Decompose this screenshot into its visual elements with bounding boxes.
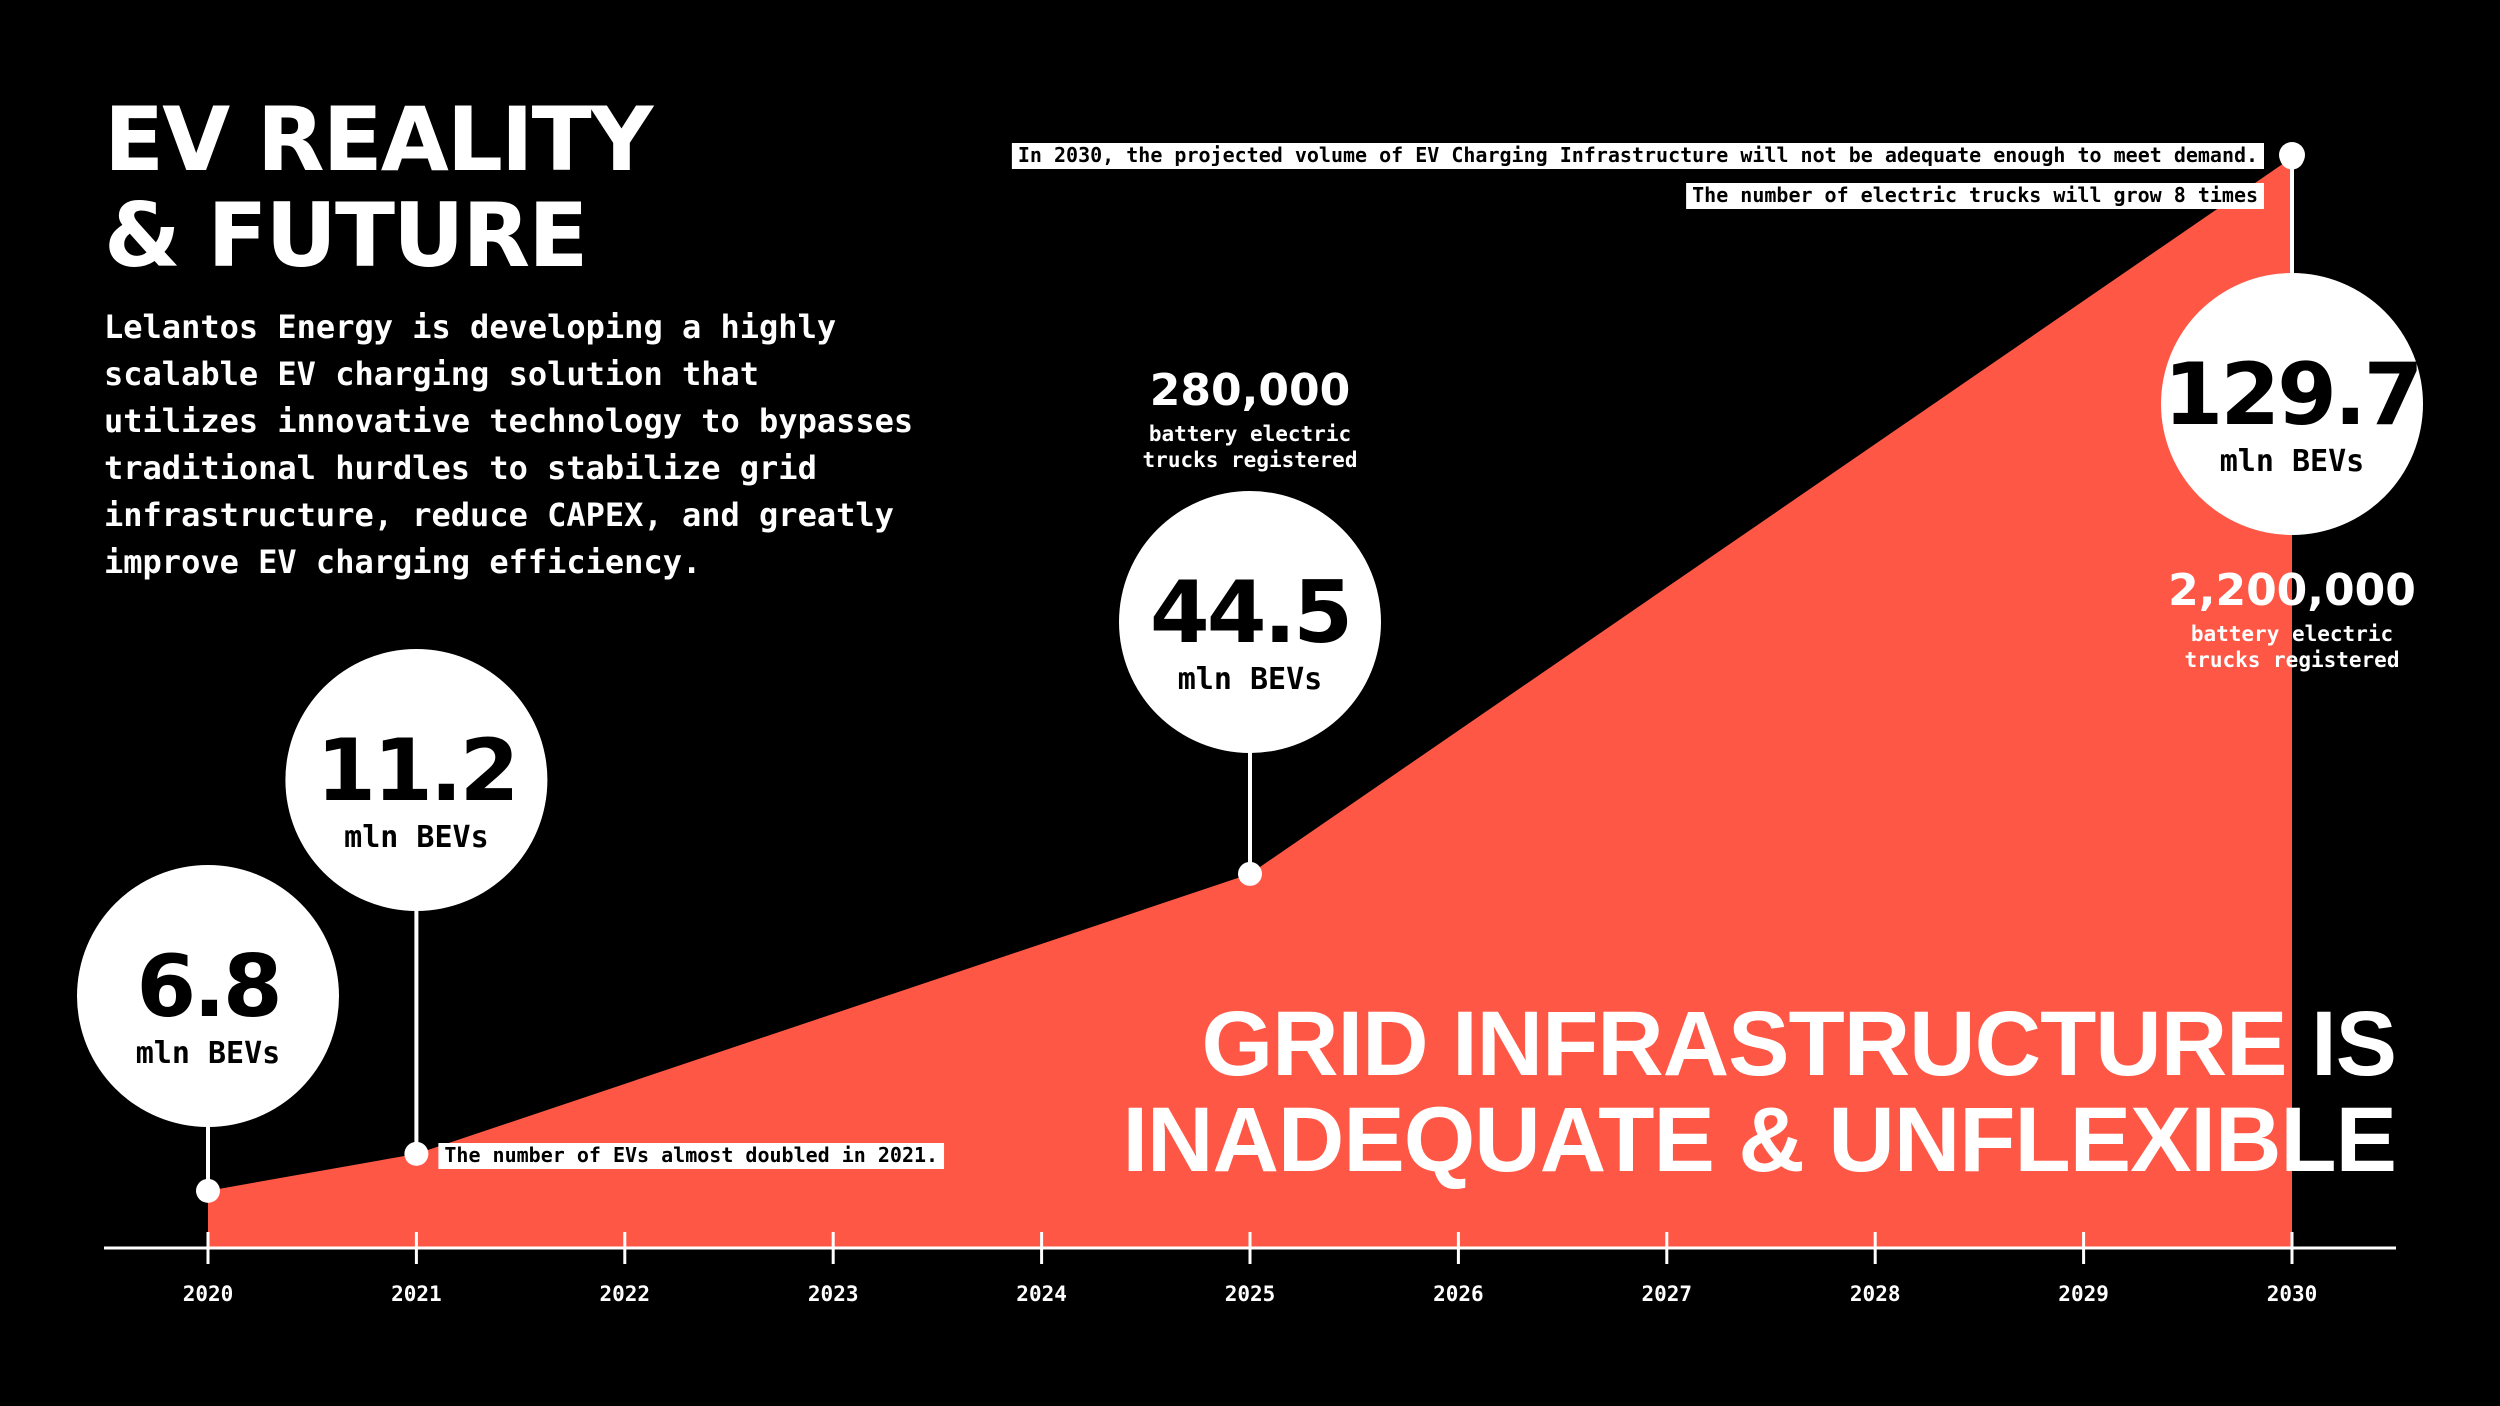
truck-caption-line: battery electric (2191, 622, 2393, 646)
x-tick-label: 2027 (1642, 1282, 1693, 1306)
description-text: Lelantos Energy is developing a highly s… (104, 308, 914, 581)
x-tick-label: 2029 (2058, 1282, 2109, 1306)
value-bubble (2161, 273, 2423, 535)
x-tick-label: 2021 (391, 1282, 442, 1306)
annotation-2030-trucks-box (1686, 183, 2264, 209)
truck-caption-line: trucks registered (1143, 448, 1358, 472)
bubble-unit: mln BEVs (344, 820, 489, 855)
annotation-marker (2279, 142, 2305, 168)
annotation-2030-infrastructure: In 2030, the projected volume of EV Char… (1018, 143, 2258, 167)
x-tick-label: 2025 (1225, 1282, 1276, 1306)
area-series (208, 157, 2292, 1248)
truck-caption-line: trucks registered (2185, 648, 2400, 672)
truck-count: 280,000 (1150, 365, 1350, 416)
annotation-2030-infrastructure-box (1011, 143, 2264, 169)
page-title: EV REALITY & FUTURE (104, 88, 653, 287)
x-tick-label: 2030 (2267, 1282, 2318, 1306)
value-bubble (1119, 491, 1381, 753)
bubble-unit: mln BEVs (2220, 444, 2365, 479)
annotation-2030-trucks: The number of electric trucks will grow … (1692, 183, 2258, 207)
bubble-value: 6.8 (136, 937, 279, 1037)
headline-line-2: INADEQUATE & UNFLEXIBLE (1122, 1089, 2397, 1191)
data-point-marker (196, 1178, 220, 1203)
x-tick-label: 2022 (600, 1282, 651, 1306)
x-tick-label: 2023 (808, 1282, 859, 1306)
title-line-1: EV REALITY (104, 88, 653, 191)
data-point-marker (1238, 861, 1262, 886)
bubble-value: 44.5 (1150, 563, 1350, 663)
headline: GRID INFRASTRUCTURE IS INADEQUATE & UNFL… (1122, 993, 2397, 1191)
annotation-2021-box (438, 1143, 945, 1169)
x-tick-label: 2026 (1433, 1282, 1484, 1306)
value-bubble (77, 865, 339, 1127)
truck-caption-line: battery electric (1149, 422, 1351, 446)
bubble-unit: mln BEVs (136, 1036, 281, 1071)
x-tick-label: 2028 (1850, 1282, 1901, 1306)
title-line-2: & FUTURE (104, 184, 588, 287)
data-point-marker (404, 1141, 429, 1166)
bubble-unit: mln BEVs (1178, 662, 1323, 697)
headline-line-1: GRID INFRASTRUCTURE IS (1201, 993, 2397, 1095)
x-tick-label: 2024 (1016, 1282, 1067, 1306)
bubble-value: 11.2 (316, 721, 516, 821)
bubble-value: 129.7 (2163, 345, 2420, 445)
x-tick-label: 2020 (183, 1282, 234, 1306)
truck-count: 2,200,000 (2168, 565, 2416, 616)
value-bubble (285, 649, 548, 911)
annotation-2021: The number of EVs almost doubled in 2021… (444, 1143, 938, 1167)
